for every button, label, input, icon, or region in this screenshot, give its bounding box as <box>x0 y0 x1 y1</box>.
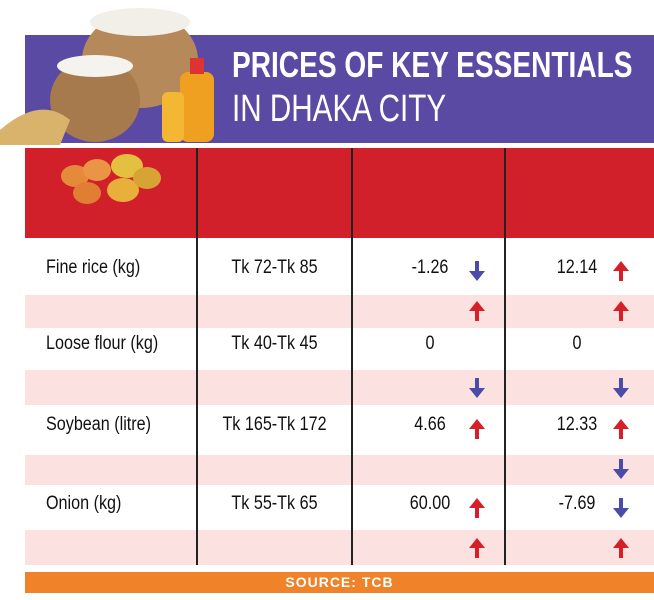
change-month: 60.00 <box>409 493 451 514</box>
down-arrow <box>469 378 485 398</box>
subtitle: IN DHAKA CITY <box>232 88 447 130</box>
item-name: Fine rice (kg) <box>46 257 141 278</box>
item-name: Loose flour (kg) <box>46 333 159 354</box>
price-range: Tk 55-Tk 65 <box>231 493 318 514</box>
change-year: 0 <box>572 333 582 354</box>
up-arrow <box>613 301 629 321</box>
change-month: 4.66 <box>414 414 446 435</box>
up-arrow <box>613 538 629 558</box>
change-row <box>25 455 654 485</box>
divider <box>351 148 353 565</box>
divider <box>504 148 506 565</box>
price-range: Tk 40-Tk 45 <box>231 333 318 354</box>
eggs-potatoes <box>61 154 161 204</box>
change-month: -1.26 <box>411 257 449 278</box>
title: PRICES OF KEY ESSENTIALS <box>232 44 633 85</box>
change-row <box>25 530 654 565</box>
up-arrow <box>469 419 485 439</box>
change-row <box>25 295 654 328</box>
item-name: Soybean (litre) <box>46 414 152 435</box>
change-year: 12.33 <box>556 414 598 435</box>
up-arrow <box>613 419 629 439</box>
up-arrow <box>469 538 485 558</box>
up-arrow <box>469 301 485 321</box>
change-year: -7.69 <box>558 493 596 514</box>
source: SOURCE: TCB <box>25 572 654 593</box>
down-arrow <box>469 261 485 281</box>
down-arrow <box>613 378 629 398</box>
up-arrow <box>469 498 485 518</box>
divider <box>196 148 198 565</box>
item-name: Onion (kg) <box>46 493 122 514</box>
down-arrow <box>613 498 629 518</box>
down-arrow <box>613 459 629 479</box>
change-row <box>25 370 654 405</box>
sacks-image <box>0 8 214 145</box>
change-month: 0 <box>425 333 435 354</box>
change-year: 12.14 <box>556 257 598 278</box>
price-range: Tk 72-Tk 85 <box>231 257 318 278</box>
up-arrow <box>613 261 629 281</box>
price-range: Tk 165-Tk 172 <box>222 414 327 435</box>
